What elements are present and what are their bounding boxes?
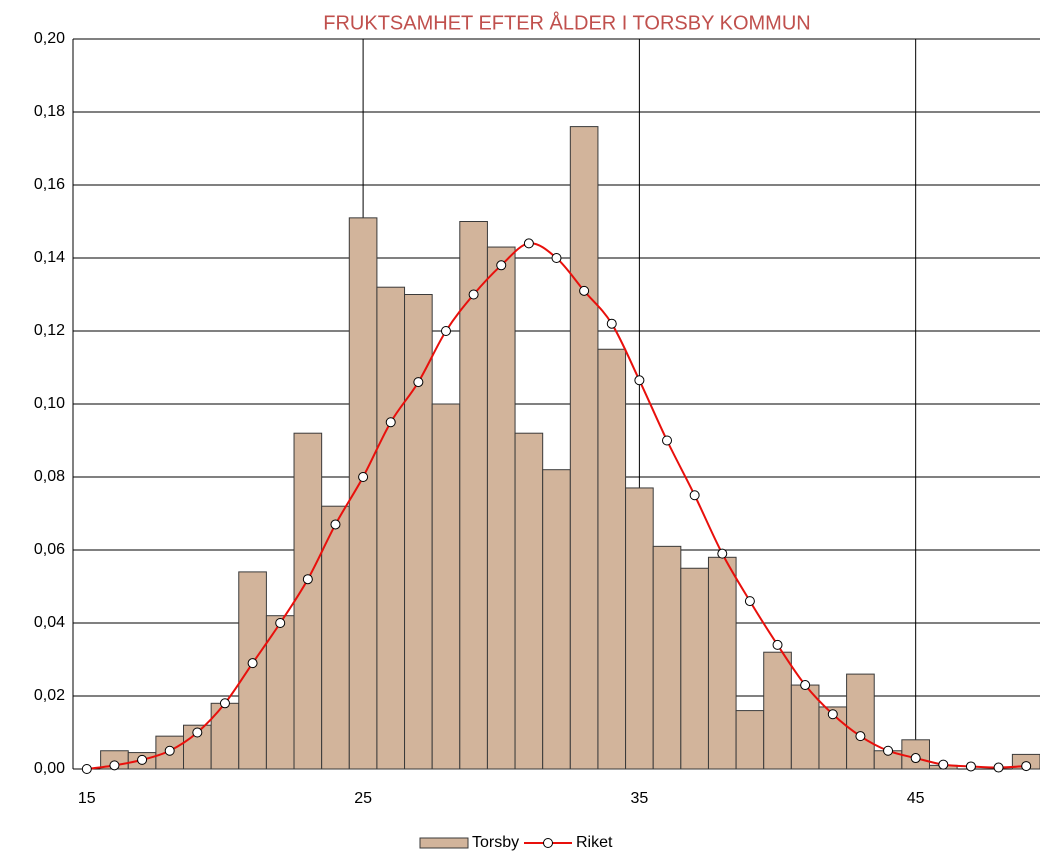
bar xyxy=(486,246,516,770)
legend-swatch xyxy=(419,837,469,849)
y-tick-label: 0,18 xyxy=(34,103,65,120)
y-tick-label: 0,20 xyxy=(34,30,65,47)
marker xyxy=(689,490,700,501)
marker xyxy=(81,764,92,774)
bar xyxy=(431,403,461,770)
bar xyxy=(265,615,295,770)
bar xyxy=(293,432,323,770)
marker xyxy=(551,253,562,263)
marker xyxy=(579,285,590,296)
bar xyxy=(514,432,544,770)
y-tick-label: 0,08 xyxy=(34,468,65,485)
marker xyxy=(219,698,230,709)
y-tick-label: 0,00 xyxy=(34,760,65,777)
bar xyxy=(846,673,875,770)
y-tick-label: 0,12 xyxy=(34,322,65,339)
bar xyxy=(321,505,350,770)
marker xyxy=(247,658,258,669)
marker xyxy=(910,753,921,764)
bar xyxy=(404,294,433,770)
marker xyxy=(468,289,479,300)
marker xyxy=(330,519,341,530)
marker xyxy=(358,472,369,482)
bar xyxy=(597,348,627,770)
marker xyxy=(855,731,866,742)
bar xyxy=(238,571,267,770)
legend-label: Riket xyxy=(576,834,613,851)
marker xyxy=(385,417,396,428)
marker xyxy=(496,260,507,271)
marker xyxy=(827,709,838,720)
bar xyxy=(569,126,599,770)
marker xyxy=(965,761,976,772)
y-tick-label: 0,02 xyxy=(34,687,65,704)
y-tick-label: 0,14 xyxy=(34,249,65,266)
marker xyxy=(523,238,534,249)
marker xyxy=(772,639,783,650)
marker xyxy=(662,435,673,446)
marker xyxy=(744,596,755,607)
bar xyxy=(652,545,682,770)
marker xyxy=(883,745,894,756)
x-tick-label: 15 xyxy=(78,790,96,807)
marker xyxy=(993,762,1004,773)
y-tick-label: 0,04 xyxy=(34,614,65,631)
bar xyxy=(210,702,240,770)
bar xyxy=(680,567,709,770)
marker xyxy=(634,375,645,386)
marker xyxy=(938,759,949,770)
bar xyxy=(542,469,571,770)
bar xyxy=(763,651,792,770)
y-tick-label: 0,10 xyxy=(34,395,65,412)
chart-title: FRUKTSAMHET EFTER ÅLDER I TORSBY KOMMUN xyxy=(323,11,810,34)
x-tick-label: 35 xyxy=(630,790,648,807)
legend-label: Torsby xyxy=(472,834,519,851)
marker xyxy=(275,618,286,628)
marker xyxy=(440,326,451,336)
marker xyxy=(800,680,811,691)
x-tick-label: 25 xyxy=(354,790,372,807)
marker xyxy=(192,727,203,738)
marker xyxy=(164,745,175,756)
bar xyxy=(735,710,765,770)
marker xyxy=(717,548,728,559)
plot xyxy=(81,126,1040,774)
x-tick-label: 45 xyxy=(907,790,925,807)
bar xyxy=(707,556,737,770)
marker xyxy=(413,377,424,388)
marker xyxy=(109,760,120,771)
bar xyxy=(376,286,406,770)
bar xyxy=(459,221,488,770)
y-tick-label: 0,06 xyxy=(34,541,65,558)
marker xyxy=(137,754,148,765)
bar xyxy=(625,487,654,770)
marker xyxy=(606,318,617,329)
marker xyxy=(302,574,313,585)
marker xyxy=(1021,761,1032,772)
legend-marker xyxy=(543,838,553,848)
y-tick-label: 0,16 xyxy=(34,176,65,193)
